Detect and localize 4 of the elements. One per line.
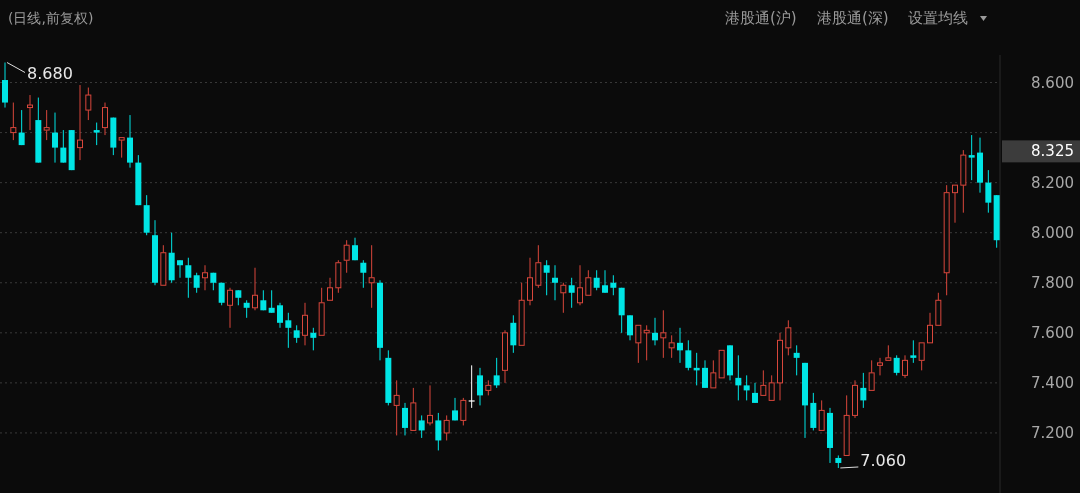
annotation: 港股通(深) xyxy=(817,9,889,27)
annotation: 港股通(沪) xyxy=(725,9,797,27)
subtitle: (日线,前复权) xyxy=(8,10,94,26)
annotation: 设置均线 xyxy=(908,9,968,27)
